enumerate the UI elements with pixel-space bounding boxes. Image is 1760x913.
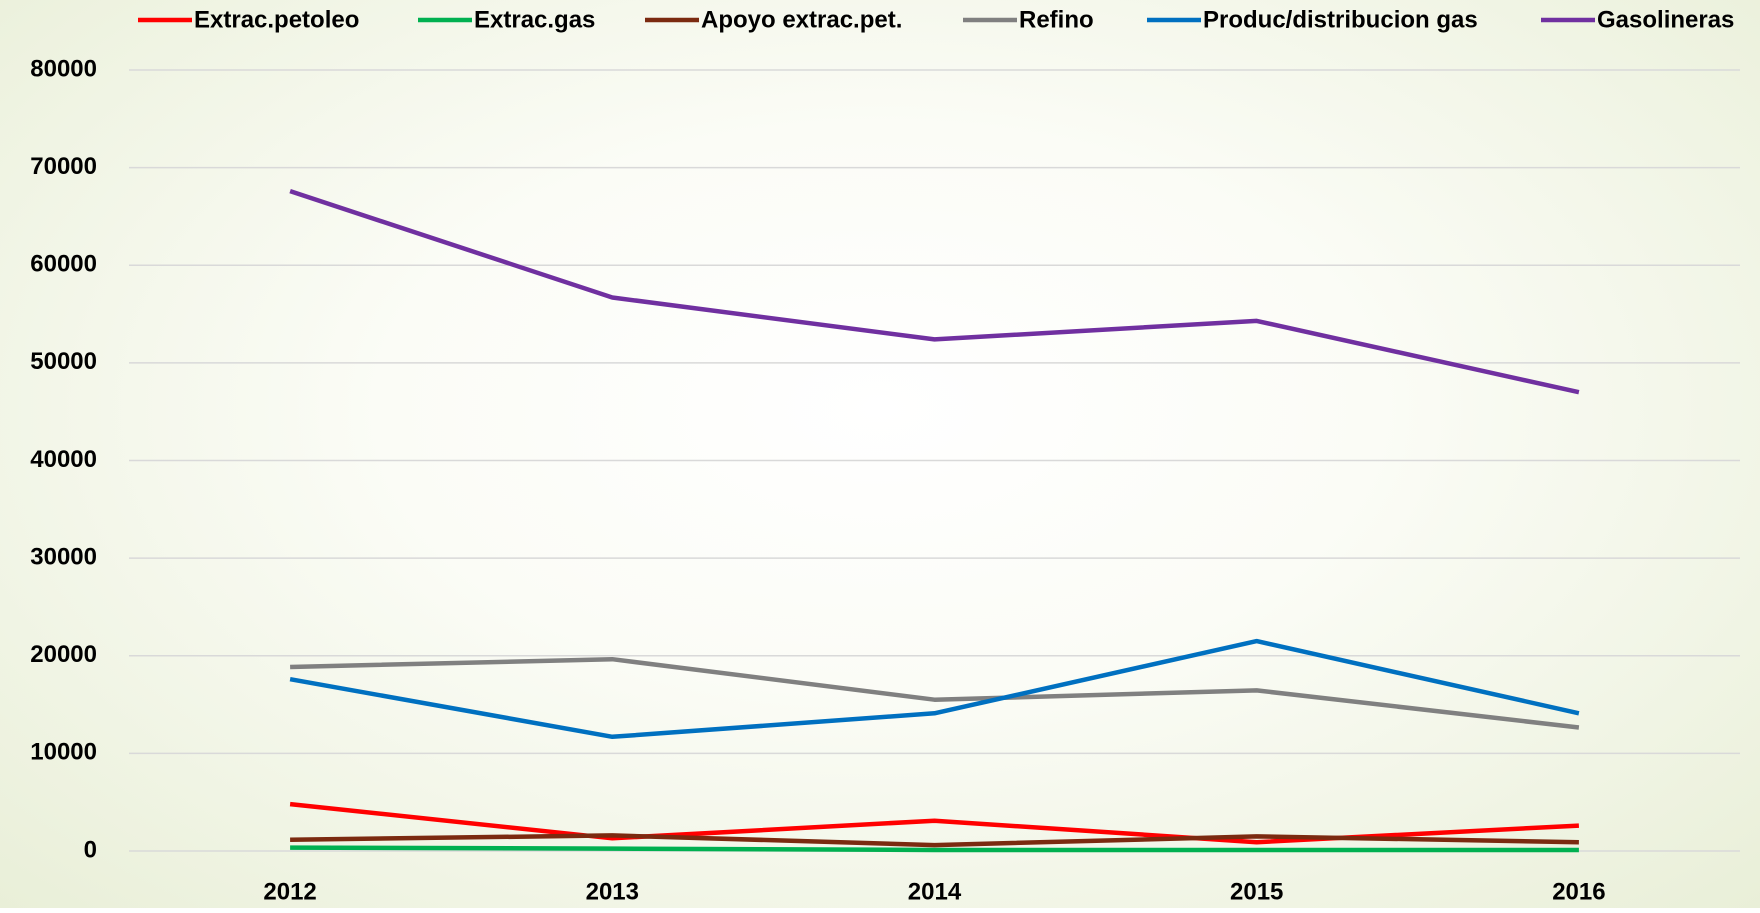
x-tick-label: 2012: [263, 878, 316, 905]
legend-label: Refino: [1019, 6, 1094, 33]
y-tick-label: 70000: [30, 153, 97, 180]
y-tick-label: 10000: [30, 739, 97, 766]
legend-label: Extrac.petoleo: [194, 6, 359, 33]
y-tick-label: 0: [84, 836, 97, 863]
x-tick-label: 2015: [1230, 878, 1283, 905]
legend-label: Gasolineras: [1597, 6, 1734, 33]
y-tick-label: 20000: [30, 641, 97, 668]
series-line: [289, 638, 1580, 740]
series-line: [290, 656, 1580, 730]
series-line: [290, 845, 1579, 853]
x-tick-label: 2014: [908, 878, 962, 905]
series-line: [289, 188, 1580, 395]
x-tick-label: 2013: [586, 878, 639, 905]
series-line: [290, 833, 1579, 848]
y-tick-label: 30000: [30, 543, 97, 570]
y-tick-label: 80000: [30, 55, 97, 82]
legend-label: Produc/distribucion gas: [1203, 6, 1478, 33]
y-tick-label: 50000: [30, 348, 97, 375]
legend-label: Extrac.gas: [474, 6, 595, 33]
legend-label: Apoyo extrac.pet.: [701, 6, 902, 33]
y-tick-label: 40000: [30, 446, 97, 473]
y-tick-label: 60000: [30, 251, 97, 278]
x-tick-label: 2016: [1552, 878, 1605, 905]
